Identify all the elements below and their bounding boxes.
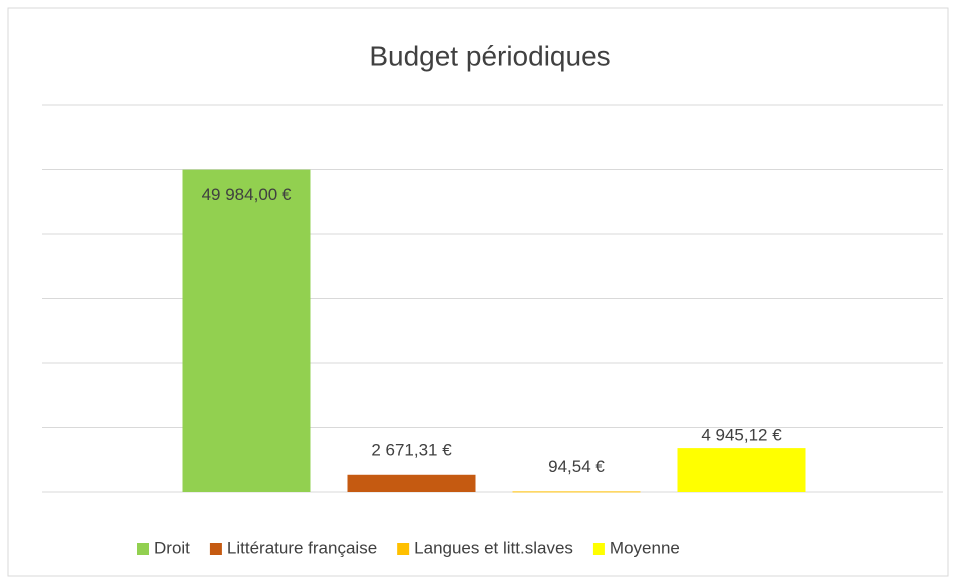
legend-label: Droit <box>154 538 190 557</box>
data-label: 4 945,12 € <box>701 426 782 445</box>
bar <box>347 474 476 492</box>
data-label-bg <box>677 448 806 491</box>
legend-label: Littérature française <box>227 538 377 557</box>
data-label: 49 984,00 € <box>202 185 292 204</box>
chart-border <box>7 7 949 577</box>
chart-title: Budget périodiques <box>369 40 610 71</box>
data-label: 94,54 € <box>548 457 605 476</box>
bar <box>182 169 311 492</box>
legend-swatch <box>137 543 149 555</box>
legend-swatch <box>397 543 410 555</box>
legend-label: Langues et litt.slaves <box>414 538 573 557</box>
legend-swatch <box>209 543 222 555</box>
legend-swatch <box>592 543 605 555</box>
bar <box>512 491 641 493</box>
legend-label: Moyenne <box>610 538 680 557</box>
data-label: 2 671,31 € <box>371 440 452 459</box>
